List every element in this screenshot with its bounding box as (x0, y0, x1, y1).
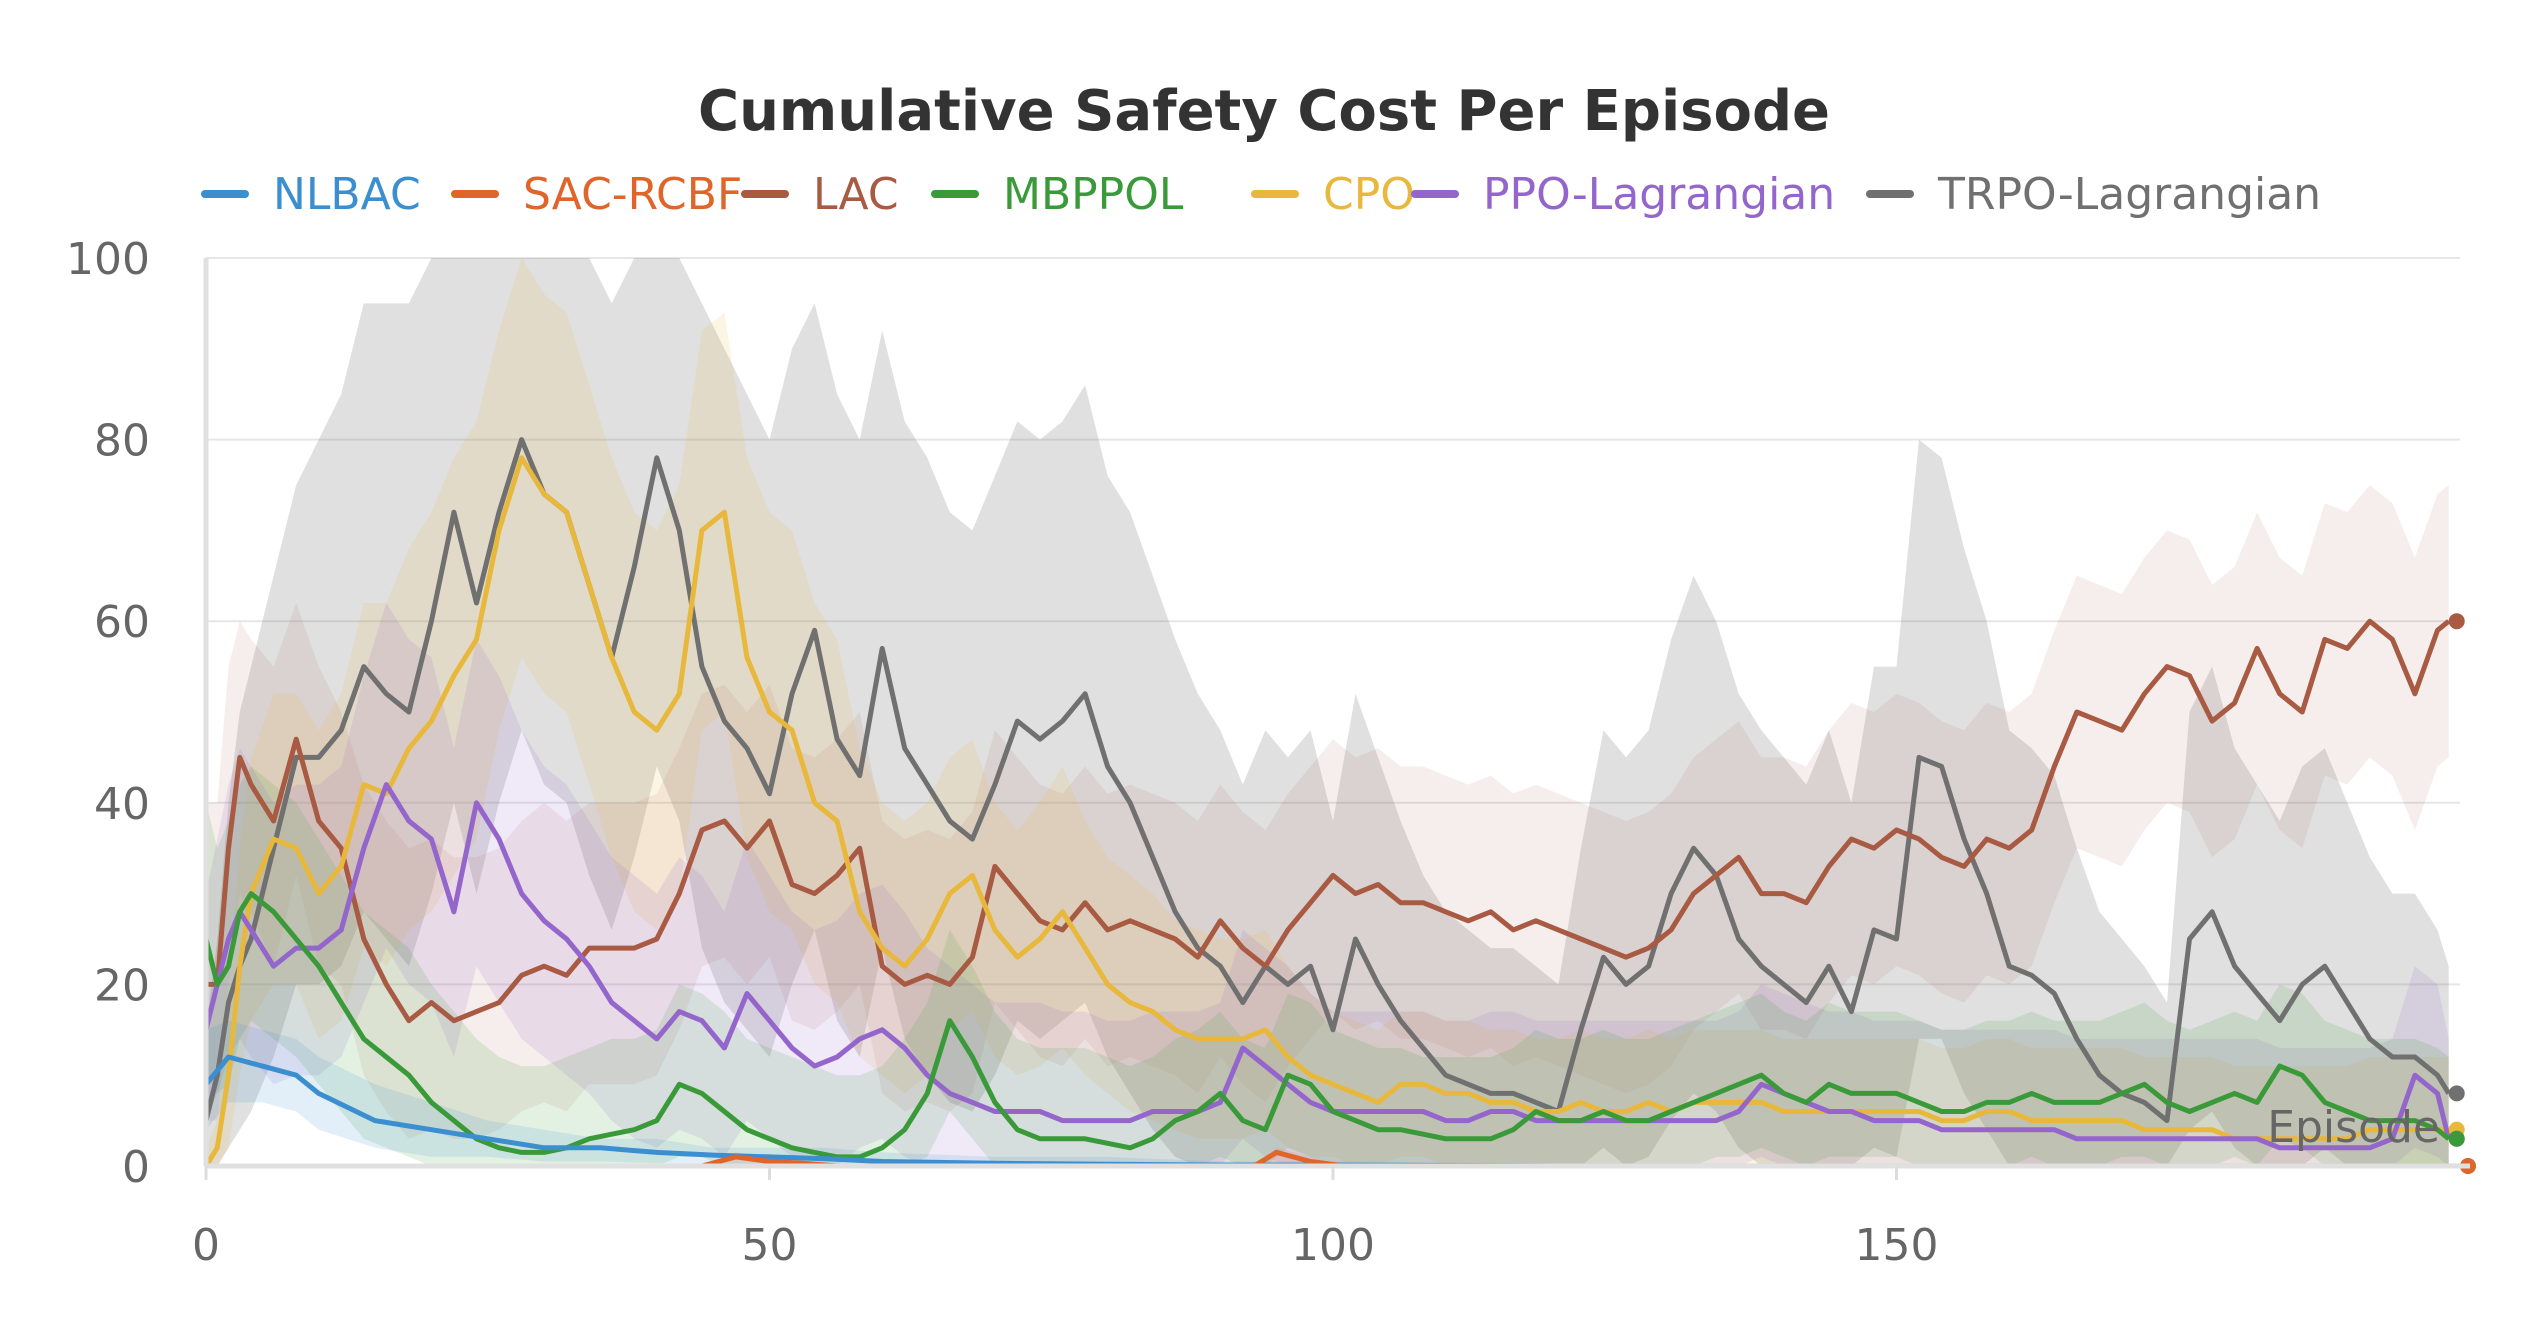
y-tick-label: 100 (66, 234, 150, 285)
legend-item-trpo-lagrangian[interactable]: TRPO-Lagrangian (1866, 169, 2321, 220)
legend-item-ppo-lagrangian[interactable]: PPO-Lagrangian (1411, 169, 1835, 220)
band-cpo (206, 258, 2449, 1166)
legend-label: SAC-RCBF (523, 169, 742, 220)
legend-label: MBPPOL (1003, 169, 1184, 220)
series-endpoints (2448, 613, 2476, 1174)
y-tick-label: 0 (122, 1142, 150, 1193)
legend-label: NLBAC (273, 169, 421, 220)
legend-item-lac[interactable]: LAC (741, 169, 899, 220)
y-tick-label: 20 (94, 960, 150, 1011)
band-trpo-lagrangian (206, 258, 2449, 1166)
legend-label: CPO (1323, 169, 1415, 220)
line-cpo (203, 455, 2449, 1168)
axes (203, 258, 2470, 1169)
x-axis-label: Episode (2267, 1102, 2440, 1153)
legend-label: TRPO-Lagrangian (1937, 169, 2321, 220)
chart-title: Cumulative Safety Cost Per Episode (698, 79, 1830, 144)
line-mbppol (203, 891, 2451, 1160)
confidence-bands (206, 258, 2460, 1166)
legend-item-sac-rcbf[interactable]: SAC-RCBF (451, 169, 742, 220)
x-tick-label: 100 (1291, 1220, 1375, 1271)
legend: NLBAC SAC-RCBF LAC MBPPOL CPO PPO-Lagrangian T… (201, 169, 2321, 220)
x-tick-label: 50 (742, 1220, 798, 1271)
legend-label: LAC (813, 169, 899, 220)
endpoint-mbppol (2448, 1130, 2465, 1147)
x-tick-label: 150 (1855, 1220, 1939, 1271)
y-tick-label: 40 (94, 779, 150, 830)
y-tick-label: 60 (94, 597, 150, 648)
band-ppo-lagrangian (206, 603, 2449, 1166)
x-tick-label: 0 (192, 1220, 220, 1271)
y-tick-label: 80 (94, 416, 150, 467)
legend-item-nlbac[interactable]: NLBAC (201, 169, 421, 220)
band-lac (206, 485, 2449, 1139)
band-nlbac (206, 1020, 2460, 1166)
grid (206, 257, 2460, 1167)
endpoint-trpo-lagrangian (2448, 1085, 2465, 1102)
tick-labels: 0 20 40 60 80 100 0 50 100 150 (66, 234, 1938, 1271)
band-mbppol (206, 766, 2449, 1166)
line-lac (206, 618, 2451, 1024)
legend-item-cpo[interactable]: CPO (1251, 169, 1415, 220)
legend-item-mbppol[interactable]: MBPPOL (931, 169, 1184, 220)
endpoint-lac (2448, 613, 2465, 630)
line-ppo-lagrangian (203, 782, 2452, 1151)
legend-label: PPO-Lagrangian (1483, 169, 1835, 220)
